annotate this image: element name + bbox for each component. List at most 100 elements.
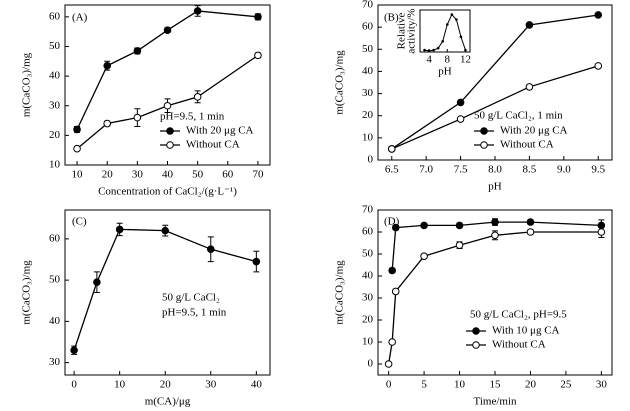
y-axis-label: m(CaCO₃)/mg <box>21 52 33 117</box>
x-tick-label: 9.5 <box>591 164 605 176</box>
marker <box>391 223 400 232</box>
annotation: pH=9.5, 1 min <box>160 111 225 123</box>
marker <box>456 115 465 123</box>
marker <box>73 144 81 153</box>
series-line <box>391 221 602 271</box>
inset-y-label: Relative <box>396 13 408 50</box>
legend-marker <box>166 127 174 135</box>
marker <box>455 221 464 230</box>
marker <box>163 26 172 34</box>
inset-marker <box>445 23 449 26</box>
inset-x-label: pH <box>438 66 452 78</box>
y-tick-label: 30 <box>362 292 374 304</box>
x-tick-label: 6.5 <box>385 164 399 176</box>
legend-label: Without CA <box>500 139 554 151</box>
inset-marker <box>423 48 426 52</box>
inset-marker <box>441 40 445 43</box>
marker <box>455 241 464 249</box>
y-tick-label: 30 <box>49 356 61 368</box>
y-tick-label: 20 <box>362 314 374 326</box>
legend-label: Without CA <box>492 339 546 351</box>
x-tick-label: 9.0 <box>557 164 571 176</box>
x-tick-label: 40 <box>251 379 263 391</box>
annotation: (A) <box>72 12 88 24</box>
legend-marker <box>480 127 488 135</box>
series-line <box>76 10 259 130</box>
inset-y-label: activity/% <box>406 8 418 53</box>
y-tick-label: 10 <box>362 336 374 348</box>
inset-x-tick-label: 8 <box>445 54 451 66</box>
x-tick-label: 20 <box>525 379 537 391</box>
marker <box>163 101 172 110</box>
marker <box>391 287 400 296</box>
x-tick-label: 7.0 <box>419 164 433 176</box>
y-tick-label: 70 <box>362 204 374 216</box>
y-tick-label: 30 <box>49 99 61 111</box>
inset-x-tick-label: 4 <box>426 54 432 66</box>
marker <box>115 225 124 234</box>
marker <box>387 145 396 153</box>
x-tick-label: 10 <box>72 169 84 181</box>
x-tick-label: 15 <box>490 379 502 391</box>
annotation: 50 g/L CaCl₂ <box>162 292 220 304</box>
x-axis-label: m(CA)/μg <box>145 396 191 408</box>
x-tick-label: 0 <box>386 379 392 391</box>
marker <box>526 228 535 236</box>
marker <box>103 61 112 70</box>
marker <box>456 98 465 107</box>
x-axis-label: pH <box>488 181 502 193</box>
x-tick-label: 5 <box>421 379 427 391</box>
y-tick-label: 60 <box>49 232 61 244</box>
y-axis-label: m(CaCO₃)/mg <box>334 260 346 325</box>
legend-label: With 10 μg CA <box>492 325 560 337</box>
legend-label: With 20 μg CA <box>186 125 254 137</box>
marker <box>254 13 262 21</box>
y-tick-label: 50 <box>49 40 61 52</box>
marker <box>491 218 499 226</box>
marker <box>420 221 428 230</box>
y-tick-label: 40 <box>49 315 61 327</box>
y-axis-label: m(CaCO₃)/mg <box>21 260 33 325</box>
inset-marker <box>455 18 458 21</box>
x-tick-label: 30 <box>132 169 144 181</box>
marker <box>133 113 142 122</box>
marker <box>525 83 534 91</box>
marker <box>206 245 215 253</box>
annotation: 50 g/L CaCl₂, pH=9.5 <box>470 309 567 321</box>
x-tick-label: 7.5 <box>454 164 468 176</box>
inset-marker <box>427 49 431 53</box>
marker <box>73 125 81 134</box>
annotation: (C) <box>72 216 87 228</box>
y-tick-label: 40 <box>362 270 374 282</box>
series-line <box>387 231 602 365</box>
y-tick-label: 50 <box>362 248 374 260</box>
legend-marker <box>472 341 480 349</box>
y-tick-label: 30 <box>362 87 374 99</box>
marker <box>254 51 262 60</box>
plot-frame <box>64 209 271 376</box>
marker <box>252 257 261 266</box>
legend-label: Without CA <box>186 139 240 151</box>
y-tick-label: 60 <box>362 226 374 238</box>
x-tick-label: 30 <box>205 379 217 391</box>
y-tick-label: 40 <box>362 65 374 77</box>
x-tick-label: 10 <box>114 379 126 391</box>
x-tick-label: 20 <box>160 379 172 391</box>
marker <box>103 119 112 128</box>
marker <box>526 218 535 226</box>
y-tick-label: 40 <box>49 70 61 82</box>
marker <box>388 338 396 346</box>
y-axis-label: m(CaCO₃)/mg <box>334 50 346 115</box>
inset-marker <box>432 48 435 52</box>
legend-label: With 20 μg CA <box>500 125 568 137</box>
marker <box>193 93 202 101</box>
marker <box>597 228 606 236</box>
x-tick-label: 25 <box>560 379 572 391</box>
y-tick-label: 10 <box>362 131 374 143</box>
y-tick-label: 70 <box>362 0 374 11</box>
x-tick-label: 50 <box>192 169 204 181</box>
y-tick-label: 0 <box>368 358 374 370</box>
y-tick-label: 50 <box>49 274 61 286</box>
marker <box>161 226 170 235</box>
